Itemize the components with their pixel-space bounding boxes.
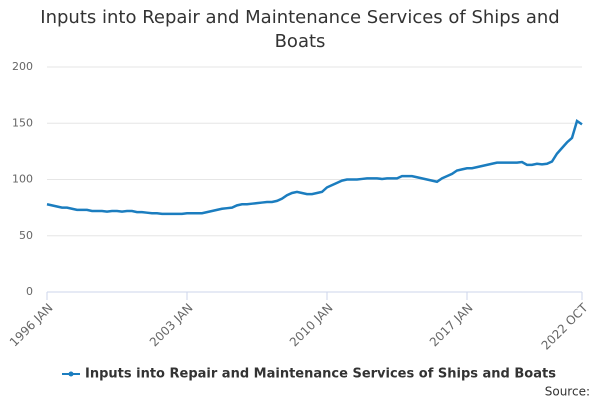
x-tick-label: 1996 JAN (7, 301, 56, 350)
x-tick-label: 2017 JAN (427, 301, 476, 350)
y-tick-label: 50 (19, 229, 33, 242)
source: Source: (545, 385, 590, 399)
series-line (46, 119, 583, 216)
y-tick-label: 0 (26, 285, 33, 298)
legend: Inputs into Repair and Maintenance Servi… (62, 367, 556, 382)
y-tick-label: 150 (12, 116, 33, 129)
legend-marker (68, 371, 74, 377)
chart-title: Inputs into Repair and Maintenance Servi… (40, 7, 560, 52)
x-tick-label: 2010 JAN (287, 301, 336, 350)
x-tick-label: 2003 JAN (147, 301, 196, 350)
y-tick-label: 100 (12, 173, 33, 186)
plot: 1996 JAN 2003 JAN 2010 JAN 2017 JAN 2022 OCT (7, 119, 591, 353)
x-tick-label: 2022 OCT (539, 300, 591, 352)
y-tick-label: 200 (12, 60, 33, 73)
legend-label: Inputs into Repair and Maintenance Servi… (85, 367, 556, 382)
